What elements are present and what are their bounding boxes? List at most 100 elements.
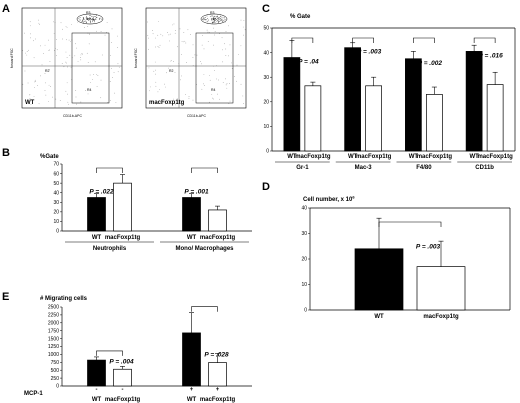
flow-cluster-dot xyxy=(220,17,222,19)
flow-event-dot xyxy=(87,62,89,63)
flow-event-dot xyxy=(90,82,91,84)
flow-event-dot xyxy=(196,54,198,56)
flow-cluster-dot xyxy=(218,16,220,18)
flow-cluster-dot xyxy=(91,19,93,21)
panel-letter-b: B xyxy=(2,147,10,159)
flow-event-dot xyxy=(100,97,102,99)
bar-wt xyxy=(182,332,201,387)
flow-event-dot xyxy=(61,28,63,30)
flow-event-dot xyxy=(147,21,148,23)
flow-cluster-dot xyxy=(83,19,85,21)
flow-event-dot xyxy=(226,83,228,85)
gate-label-left: R2 xyxy=(45,69,50,73)
significance-bracket xyxy=(96,350,123,356)
flow-event-dot xyxy=(56,39,57,41)
flow-cluster-dot xyxy=(79,19,81,21)
flow-event-dot xyxy=(59,100,61,101)
flow-event-dot xyxy=(213,27,215,29)
flow-cluster-dot xyxy=(213,17,215,19)
flow-cluster-dot xyxy=(85,18,87,20)
y-tick-label: 10 xyxy=(53,219,59,225)
flow-event-dot xyxy=(222,61,224,63)
flow-event-dot xyxy=(97,75,99,76)
mcp1-row-label: MCP-1 xyxy=(24,391,43,397)
flow-event-dot xyxy=(22,50,24,51)
flow-event-dot xyxy=(48,39,49,41)
flow-cluster-dot xyxy=(214,20,216,22)
flow-cluster-dot xyxy=(81,21,83,22)
flow-event-dot xyxy=(69,54,71,56)
flow-event-dot xyxy=(196,84,197,85)
y-tick-label: 40 xyxy=(53,190,59,196)
flow-event-dot xyxy=(233,76,235,77)
flow-event-dot xyxy=(70,67,72,69)
panel-d-y-title: Cell number, x 106 xyxy=(303,195,355,204)
y-tick-label: 0 xyxy=(56,229,59,235)
flow-event-dot xyxy=(216,78,217,80)
flow-cluster-dot xyxy=(90,17,91,19)
bar-category-label: macFoxp1tg xyxy=(417,154,453,160)
flow-event-dot xyxy=(106,22,108,23)
flow-event-dot xyxy=(49,49,50,51)
panel-a-flow-plots: R3 R2 R4 CD11b-APC forward FSC WT R3 R2 R4 CD11b-… xyxy=(10,7,247,118)
p-value-label: P = .028 xyxy=(204,352,229,359)
y-tick-label: 30 xyxy=(53,200,59,206)
flow-event-dot xyxy=(165,86,166,88)
flow-event-dot xyxy=(117,35,118,37)
flow-event-dot xyxy=(34,81,36,83)
flow-event-dot xyxy=(84,26,85,28)
flow-event-dot xyxy=(95,30,97,32)
flow-event-dot xyxy=(88,43,90,45)
flow-event-dot xyxy=(222,49,223,51)
flow-event-dot xyxy=(80,54,82,56)
bar-wt xyxy=(405,58,422,152)
flow-event-dot xyxy=(38,19,39,21)
flow-cluster-dot xyxy=(94,16,96,17)
flow-cluster-dot xyxy=(202,19,204,21)
flow-event-dot xyxy=(34,87,35,88)
flow-cluster-dot xyxy=(210,18,212,20)
flow-event-dot xyxy=(96,86,98,87)
flow-event-dot xyxy=(30,33,31,35)
gate-label-box: R4 xyxy=(211,88,216,92)
flow-event-dot xyxy=(174,72,176,74)
y-tick-label: 20 xyxy=(263,100,269,106)
flow-event-dot xyxy=(67,93,68,95)
flow-cluster-dot xyxy=(211,15,213,17)
flow-event-dot xyxy=(236,64,238,66)
flow-event-dot xyxy=(214,31,216,32)
flow-event-dot xyxy=(168,34,170,36)
flow-cluster-dot xyxy=(213,20,215,22)
flow-cluster-dot xyxy=(88,18,90,20)
flow-cluster-dot xyxy=(209,15,211,17)
flow-cluster-dot xyxy=(89,18,91,20)
flow-cluster-dot xyxy=(214,16,216,17)
flow-event-dot xyxy=(67,101,69,103)
flow-cluster-dot xyxy=(212,19,214,21)
flow-event-dot xyxy=(44,73,46,74)
flow-event-dot xyxy=(101,54,103,56)
flow-cluster-dot xyxy=(86,19,88,21)
panel-d-y-title-main: Cell number, x 10 xyxy=(303,197,353,203)
flow-event-dot xyxy=(44,82,46,84)
bar-category-label: macFoxp1tg xyxy=(105,397,141,403)
bar-macfoxp1tg xyxy=(486,84,504,152)
flow-event-dot xyxy=(53,21,54,23)
bar-category-label: macFoxp1tg xyxy=(477,154,513,160)
flow-event-dot xyxy=(207,31,209,33)
flow-event-dot xyxy=(177,46,178,48)
flow-event-dot xyxy=(87,26,89,27)
flow-cluster-dot xyxy=(214,17,216,19)
flow-event-dot xyxy=(157,34,159,36)
bar-category-label: WT xyxy=(469,154,479,160)
bar-macfoxp1tg xyxy=(208,209,227,232)
flow-event-dot xyxy=(228,25,229,27)
flow-cluster-dot xyxy=(223,19,225,21)
flow-event-dot xyxy=(34,79,36,81)
flow-cluster-dot xyxy=(95,18,97,20)
significance-bracket xyxy=(378,221,442,227)
flow-plot-y-label: forward FSC xyxy=(134,48,138,68)
flow-event-dot xyxy=(192,44,194,46)
flow-event-dot xyxy=(231,62,232,64)
flow-cluster-dot xyxy=(203,19,205,20)
